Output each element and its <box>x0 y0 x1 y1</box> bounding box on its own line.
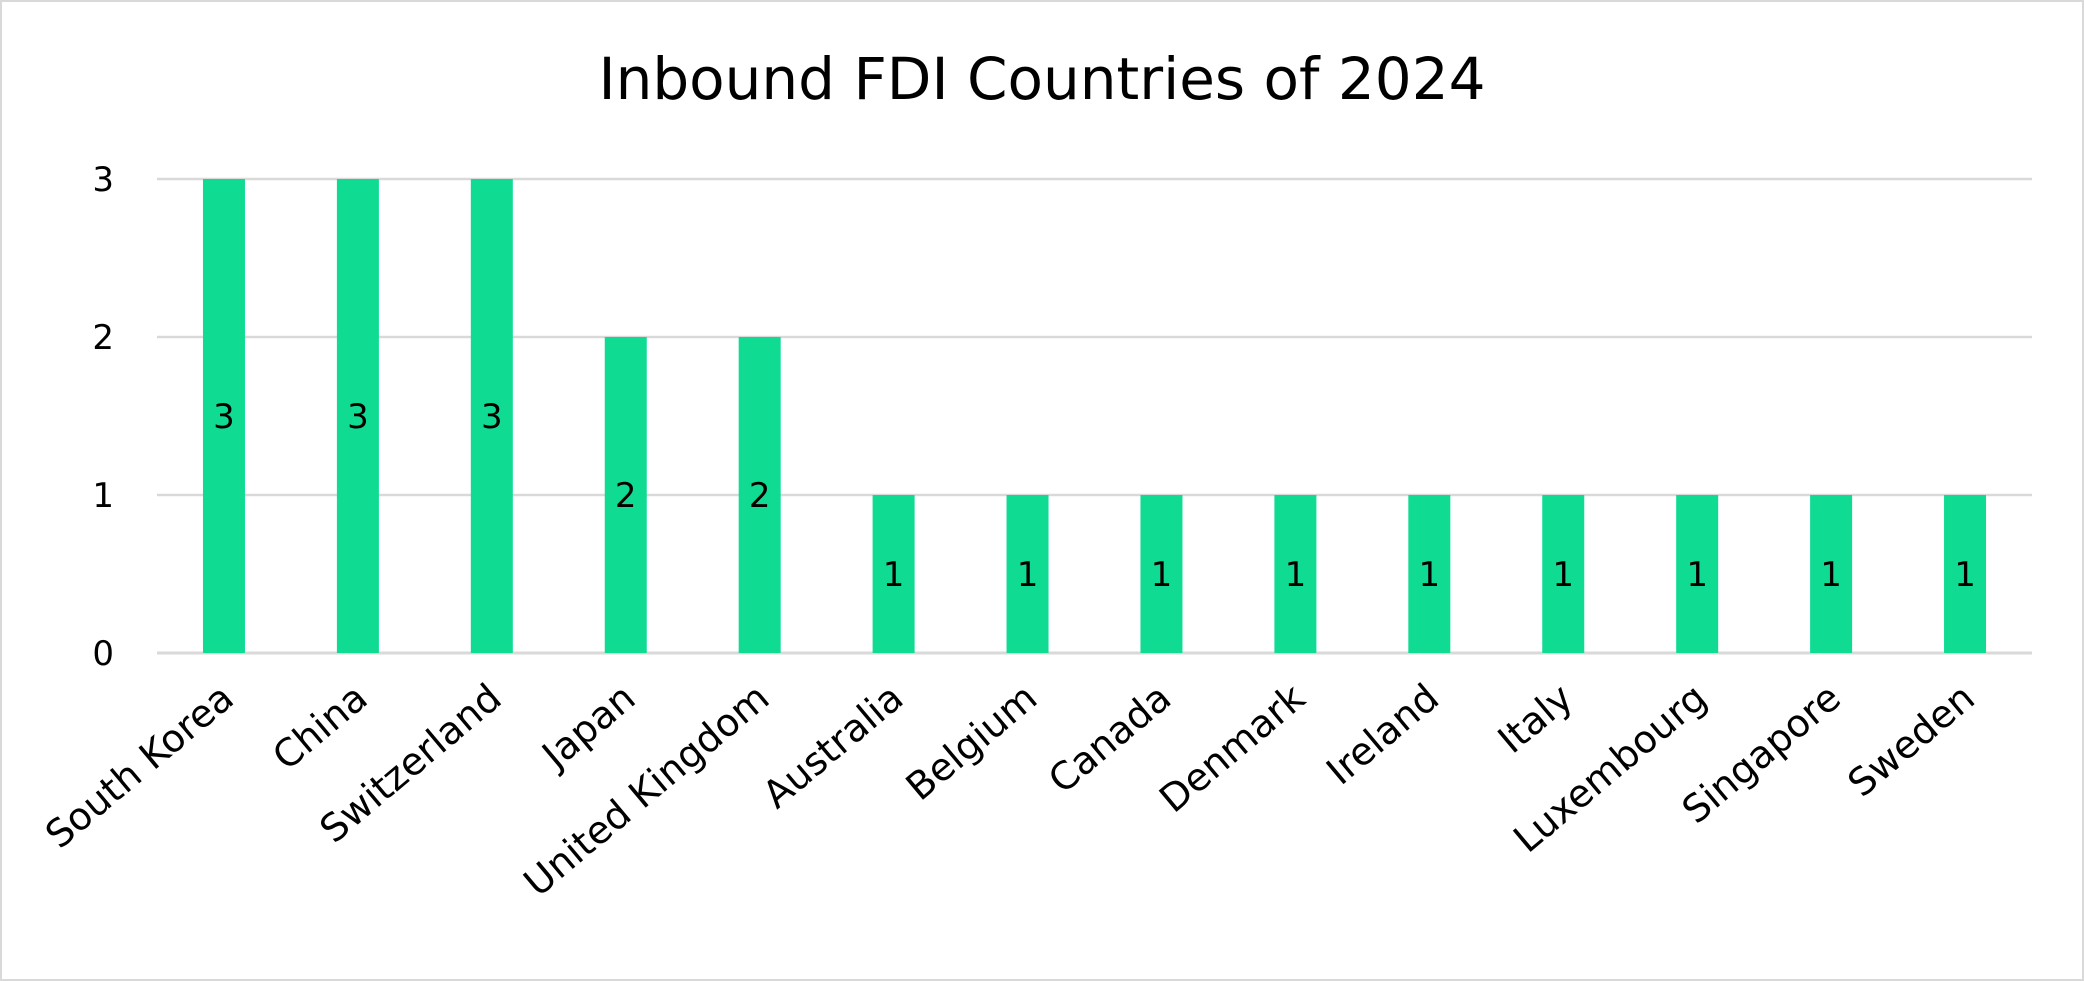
data-label-united-kingdom: 2 <box>749 476 771 516</box>
y-tick-label-2: 2 <box>92 318 114 358</box>
x-tick-label-italy: Italy <box>1490 675 1581 762</box>
data-label-switzerland: 3 <box>481 397 503 437</box>
x-tick-label-denmark: Denmark <box>1151 675 1313 821</box>
bar-china <box>336 179 379 653</box>
data-label-luxembourg: 1 <box>1686 555 1708 595</box>
x-tick-label-ireland: Ireland <box>1318 675 1447 793</box>
bar-italy <box>1542 495 1585 653</box>
data-label-singapore: 1 <box>1820 555 1842 595</box>
data-label-canada: 1 <box>1151 555 1173 595</box>
y-tick-label-3: 3 <box>92 160 114 200</box>
x-tick-label-australia: Australia <box>754 675 911 817</box>
gridlines <box>157 177 2032 655</box>
data-label-italy: 1 <box>1552 555 1574 595</box>
bars <box>202 179 1987 653</box>
bar-ireland <box>1408 495 1451 653</box>
data-labels: 3 3 3 2 2 1 1 1 1 1 1 1 1 1 <box>213 397 1976 595</box>
data-label-south-korea: 3 <box>213 397 235 437</box>
bar-luxembourg <box>1676 495 1719 653</box>
data-label-australia: 1 <box>883 555 905 595</box>
y-axis-ticks: 0 1 2 3 <box>92 160 114 674</box>
x-tick-label-sweden: Sweden <box>1840 675 1983 805</box>
data-label-japan: 2 <box>615 476 637 516</box>
bar-switzerland <box>470 179 513 653</box>
chart-title: Inbound FDI Countries of 2024 <box>599 45 1486 113</box>
data-label-china: 3 <box>347 397 369 437</box>
bar-united-kingdom <box>738 337 781 653</box>
data-label-ireland: 1 <box>1419 555 1441 595</box>
bar-japan <box>604 337 647 653</box>
x-tick-label-united-kingdom: United Kingdom <box>516 675 778 905</box>
y-tick-label-1: 1 <box>92 476 114 516</box>
bar-sweden <box>1944 495 1987 653</box>
data-label-belgium: 1 <box>1017 555 1039 595</box>
bar-belgium <box>1006 495 1049 653</box>
bar-denmark <box>1274 495 1317 653</box>
bar-canada <box>1140 495 1183 653</box>
x-tick-label-japan: Japan <box>533 675 644 778</box>
bar-singapore <box>1810 495 1853 653</box>
x-tick-label-china: China <box>264 675 375 778</box>
bar-australia <box>872 495 915 653</box>
y-tick-label-0: 0 <box>92 634 114 674</box>
x-tick-label-south-korea: South Korea <box>37 675 242 857</box>
data-label-sweden: 1 <box>1954 555 1976 595</box>
x-tick-label-belgium: Belgium <box>898 675 1046 809</box>
data-label-denmark: 1 <box>1285 555 1307 595</box>
bar-south-korea <box>202 179 245 653</box>
